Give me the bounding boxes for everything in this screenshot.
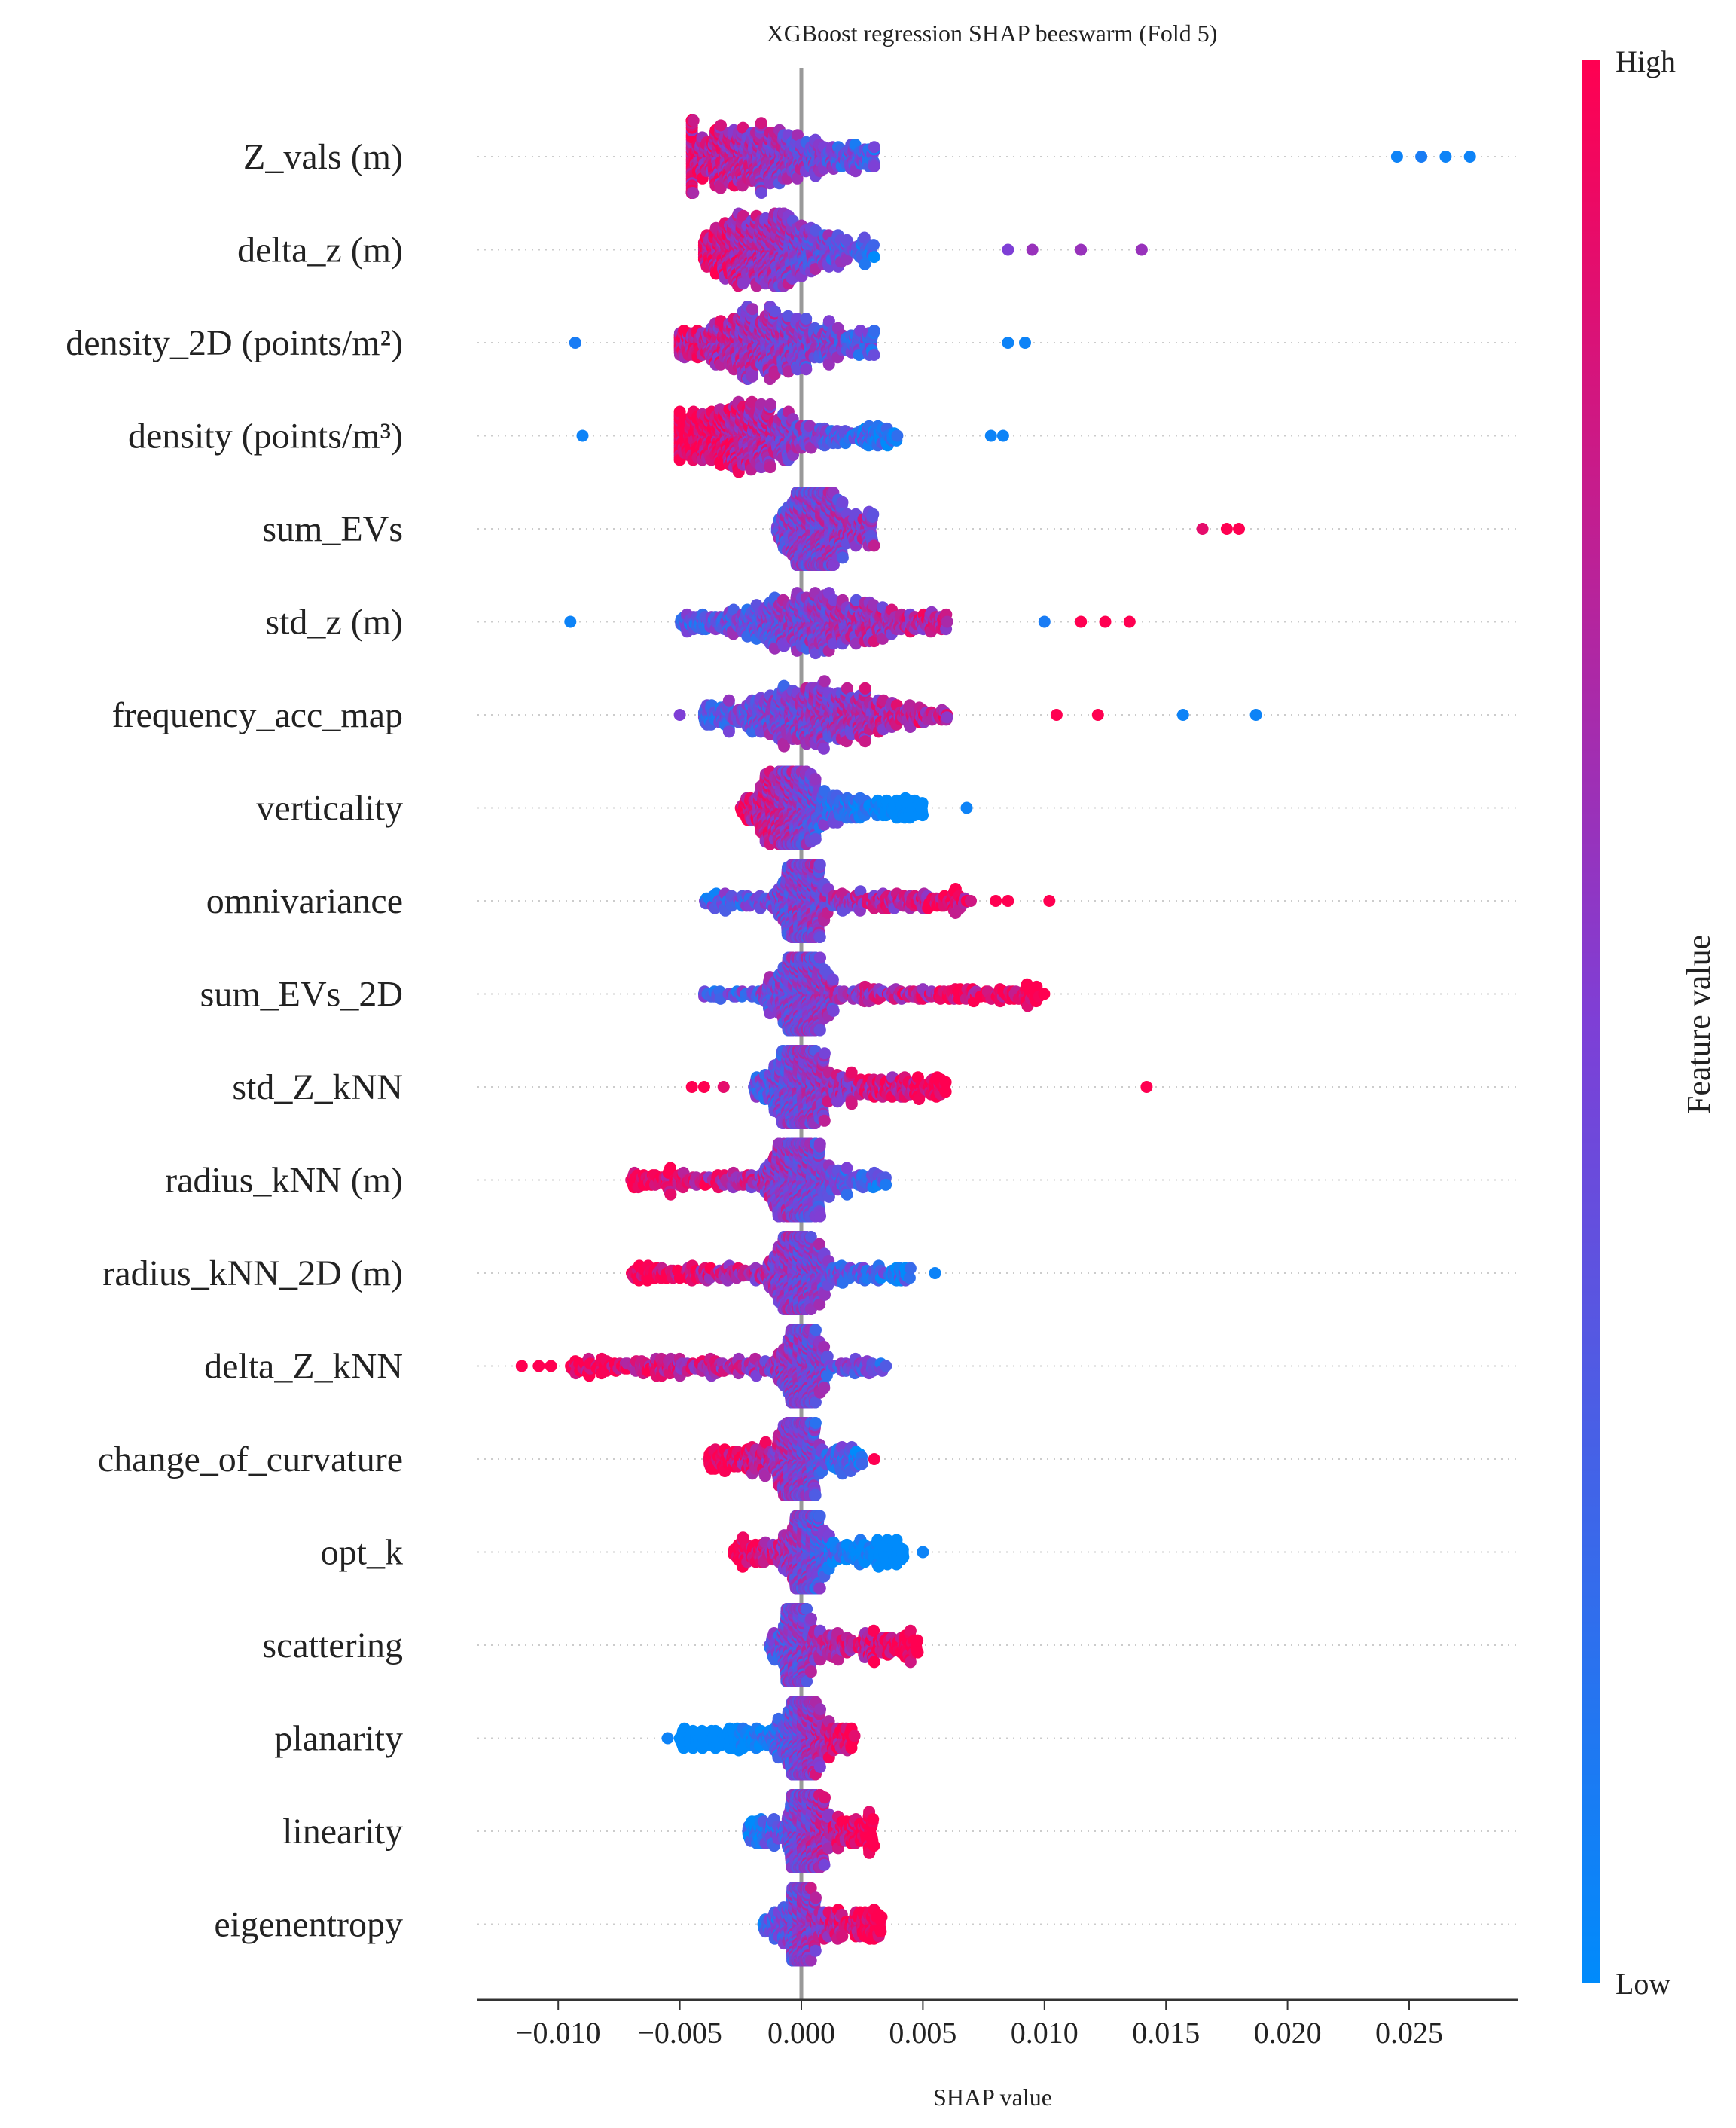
shap-point xyxy=(800,363,813,376)
feature-row-points xyxy=(576,395,1009,478)
shap-outlier-point xyxy=(1390,151,1403,163)
shap-point xyxy=(859,682,871,695)
shap-point xyxy=(687,114,700,127)
feature-label: change_of_curvature xyxy=(98,1440,403,1479)
shap-outlier-point xyxy=(1026,243,1039,256)
shap-point xyxy=(818,675,831,688)
feature-row-points xyxy=(685,114,1476,199)
shap-outlier-point xyxy=(984,429,997,442)
feature-label: density_2D (points/m²) xyxy=(66,323,403,363)
shap-outlier-point xyxy=(564,615,577,628)
feature-rows: Z_vals (m) delta_z (m) density_2D (points/… xyxy=(66,137,1518,1945)
feature-row-points xyxy=(734,765,973,850)
feature-label: Z_vals (m) xyxy=(243,137,403,177)
shap-point xyxy=(714,182,727,194)
feature-row-points xyxy=(770,487,1245,571)
feature-label: verticality xyxy=(256,789,403,829)
feature-label: delta_Z_kNN xyxy=(204,1347,403,1387)
shap-point xyxy=(755,187,767,199)
shap-points xyxy=(515,114,1476,1967)
feature-label: linearity xyxy=(282,1812,403,1852)
shap-point xyxy=(792,129,804,142)
shap-point xyxy=(800,313,813,325)
shap-point xyxy=(746,303,758,316)
feature-row-points xyxy=(564,587,1136,660)
shap-outlier-point xyxy=(1099,615,1112,628)
feature-label: opt_k xyxy=(321,1533,403,1573)
feature-row-points xyxy=(697,207,1148,292)
shap-outlier-point xyxy=(1439,151,1452,163)
feature-label: frequency_acc_map xyxy=(112,695,403,735)
shap-point xyxy=(868,251,880,264)
shap-point xyxy=(941,615,953,628)
feature-label: planarity xyxy=(274,1719,403,1759)
shap-point xyxy=(868,349,880,361)
feature-label: density (points/m³) xyxy=(128,417,403,456)
shap-outlier-point xyxy=(1019,337,1031,349)
shap-outlier-point xyxy=(1038,615,1051,628)
shap-outlier-point xyxy=(576,429,589,442)
shap-outlier-point xyxy=(1176,709,1189,721)
shap-point xyxy=(859,735,871,748)
shap-point xyxy=(891,429,904,442)
shap-point xyxy=(687,187,700,199)
feature-label: radius_kNN_2D (m) xyxy=(102,1253,403,1293)
shap-outlier-point xyxy=(1196,523,1209,535)
shap-point xyxy=(746,370,758,383)
shap-outlier-point xyxy=(1220,523,1233,535)
shap-outlier-point xyxy=(1091,709,1104,721)
shap-point xyxy=(715,119,727,132)
shap-outlier-point xyxy=(569,337,581,349)
shap-outlier-point xyxy=(1123,615,1136,628)
shap-point xyxy=(722,694,735,707)
shap-point xyxy=(764,461,776,474)
chart-title: XGBoost regression SHAP beeswarm (Fold 5… xyxy=(767,20,1218,47)
shap-point xyxy=(868,160,880,172)
shap-outlier-point xyxy=(1002,337,1014,349)
shap-outlier-point xyxy=(1135,243,1148,256)
shap-outlier-point xyxy=(1415,151,1428,163)
feature-label: radius_kNN (m) xyxy=(165,1161,403,1201)
shap-outlier-point xyxy=(1075,615,1088,628)
shap-point xyxy=(836,496,849,508)
shap-outlier-point xyxy=(1249,709,1262,721)
feature-row-points xyxy=(569,301,1031,385)
shap-point xyxy=(859,258,871,270)
shap-point xyxy=(722,725,735,738)
shap-point xyxy=(817,742,830,755)
shap-point xyxy=(840,253,853,266)
shap-point xyxy=(868,539,880,552)
feature-label: eigenentropy xyxy=(214,1905,403,1945)
shap-outlier-point xyxy=(1233,523,1245,535)
feature-label: std_Z_kNN xyxy=(232,1067,403,1107)
feature-label: delta_z (m) xyxy=(237,231,403,270)
shap-outlier-point xyxy=(1002,243,1014,256)
shap-outlier-point xyxy=(996,429,1009,442)
shap-point xyxy=(737,121,749,134)
shap-point xyxy=(764,398,776,411)
shap-point xyxy=(836,551,849,564)
shap-point xyxy=(791,172,804,185)
feature-row-points xyxy=(673,675,1262,755)
feature-label: sum_EVs_2D xyxy=(200,975,403,1015)
shap-point xyxy=(868,141,880,154)
shap-point xyxy=(941,711,953,724)
shap-point xyxy=(755,117,767,130)
feature-label: omnivariance xyxy=(206,881,403,921)
shap-point xyxy=(867,508,880,521)
shap-point xyxy=(841,234,853,246)
feature-label: sum_EVs xyxy=(262,509,403,549)
shap-outlier-point xyxy=(1463,151,1476,163)
shap-outlier-point xyxy=(1050,709,1063,721)
feature-label: std_z (m) xyxy=(265,603,403,643)
shap-point xyxy=(868,325,880,337)
feature-label: scattering xyxy=(262,1626,403,1665)
shap-point xyxy=(868,239,880,252)
shap-outlier-point xyxy=(1075,243,1088,256)
shap-outlier-point xyxy=(673,709,686,721)
